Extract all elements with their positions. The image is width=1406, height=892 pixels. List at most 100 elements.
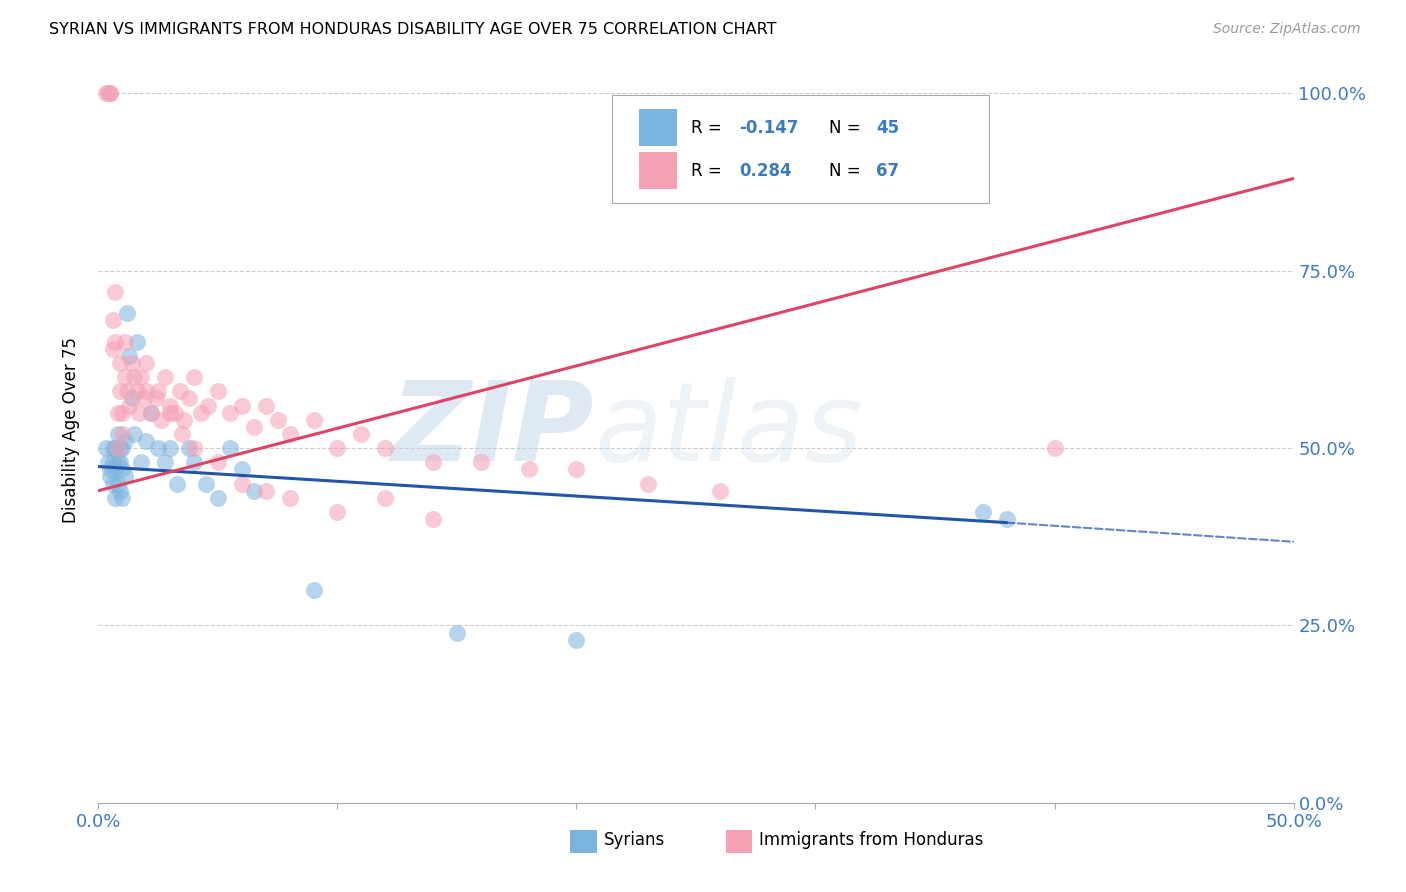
- Point: [517, 462, 540, 476]
- Point: [101, 455, 124, 469]
- Point: [108, 483, 131, 498]
- Point: [267, 413, 290, 427]
- Point: [195, 476, 218, 491]
- Text: ZIP: ZIP: [391, 377, 595, 483]
- Point: [104, 441, 127, 455]
- Text: Immigrants from Honduras: Immigrants from Honduras: [759, 831, 984, 849]
- Point: [104, 334, 127, 349]
- Point: [118, 349, 141, 363]
- Point: [97, 455, 120, 469]
- Point: [107, 441, 129, 455]
- Point: [111, 406, 134, 420]
- Point: [111, 441, 134, 455]
- Point: [135, 356, 157, 370]
- Point: [131, 455, 153, 469]
- Point: [350, 426, 373, 441]
- Text: -0.147: -0.147: [740, 119, 799, 136]
- Text: R =: R =: [692, 161, 727, 179]
- Point: [565, 632, 588, 647]
- Point: [107, 426, 129, 441]
- Point: [326, 441, 349, 455]
- Text: N =: N =: [828, 161, 866, 179]
- Point: [446, 625, 468, 640]
- Point: [231, 399, 253, 413]
- Point: [155, 455, 177, 469]
- Text: atlas: atlas: [595, 377, 863, 483]
- Bar: [638, 152, 676, 189]
- Point: [243, 483, 266, 498]
- Point: [254, 399, 277, 413]
- Point: [101, 313, 124, 327]
- Point: [114, 434, 136, 448]
- Point: [163, 406, 186, 420]
- Text: Syrians: Syrians: [605, 831, 665, 849]
- Point: [183, 441, 205, 455]
- Point: [172, 426, 194, 441]
- Point: [124, 426, 146, 441]
- Point: [219, 406, 242, 420]
- Point: [132, 392, 155, 406]
- Point: [159, 441, 181, 455]
- Point: [149, 413, 172, 427]
- Point: [179, 392, 201, 406]
- Point: [107, 476, 129, 491]
- Point: [169, 384, 191, 399]
- Point: [98, 469, 122, 483]
- Bar: [638, 109, 676, 146]
- Y-axis label: Disability Age Over 75: Disability Age Over 75: [62, 337, 80, 524]
- Point: [114, 334, 136, 349]
- Text: Source: ZipAtlas.com: Source: ZipAtlas.com: [1213, 22, 1361, 37]
- Point: [278, 426, 301, 441]
- Point: [108, 455, 131, 469]
- Point: [302, 413, 325, 427]
- Point: [190, 406, 212, 420]
- Point: [197, 399, 219, 413]
- Point: [101, 476, 124, 491]
- Point: [115, 384, 138, 399]
- Point: [94, 441, 117, 455]
- Point: [709, 483, 731, 498]
- Point: [111, 491, 134, 505]
- Point: [183, 455, 205, 469]
- Text: 45: 45: [876, 119, 900, 136]
- Point: [108, 441, 131, 455]
- FancyBboxPatch shape: [613, 95, 988, 203]
- Point: [104, 285, 127, 299]
- Point: [135, 434, 157, 448]
- Point: [173, 413, 195, 427]
- Point: [124, 370, 146, 384]
- Point: [115, 306, 138, 320]
- Point: [1043, 441, 1066, 455]
- Point: [148, 384, 170, 399]
- Point: [128, 406, 150, 420]
- Point: [374, 441, 396, 455]
- Point: [995, 512, 1018, 526]
- Point: [104, 462, 127, 476]
- Point: [207, 491, 229, 505]
- Point: [207, 455, 229, 469]
- Point: [101, 342, 124, 356]
- Point: [145, 392, 167, 406]
- Point: [108, 356, 131, 370]
- Point: [118, 399, 141, 413]
- Bar: [571, 830, 596, 854]
- Point: [108, 384, 131, 399]
- Point: [972, 505, 994, 519]
- Point: [302, 582, 325, 597]
- Text: 67: 67: [876, 161, 900, 179]
- Point: [139, 406, 162, 420]
- Point: [114, 469, 136, 483]
- Point: [107, 455, 129, 469]
- Point: [121, 356, 143, 370]
- Point: [98, 462, 122, 476]
- Point: [98, 87, 122, 101]
- Point: [121, 392, 143, 406]
- Point: [166, 476, 188, 491]
- Point: [101, 441, 124, 455]
- Point: [159, 399, 181, 413]
- Point: [374, 491, 396, 505]
- Point: [155, 370, 177, 384]
- Point: [125, 384, 148, 399]
- Text: N =: N =: [828, 119, 866, 136]
- Point: [111, 426, 134, 441]
